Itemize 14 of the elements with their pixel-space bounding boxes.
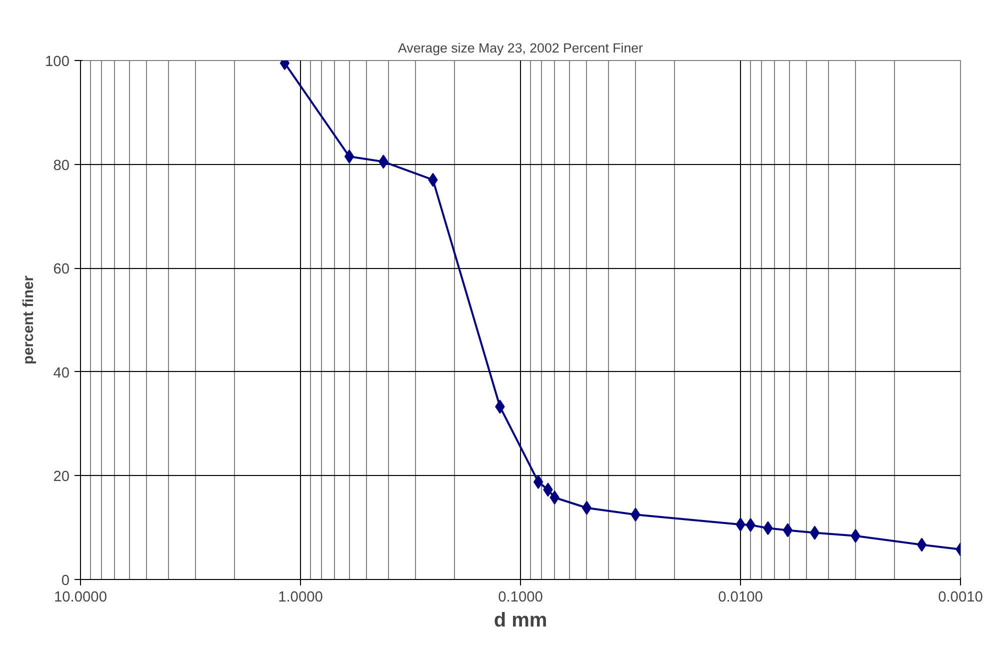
x-tick-label: 1.0000 — [278, 590, 323, 606]
y-axis-title: percent finer — [21, 275, 38, 364]
y-tick-label: 40 — [53, 365, 70, 382]
x-tick-label: 0.0100 — [718, 590, 763, 606]
x-tick-label: 10.0000 — [54, 590, 107, 606]
chart-title: Average size May 23, 2002 Percent Finer — [398, 40, 644, 56]
x-axis-title: d mm — [494, 610, 548, 632]
y-tick-label: 0 — [61, 573, 70, 589]
x-tick-label: 0.0010 — [938, 590, 983, 606]
x-tick-label: 0.1000 — [498, 590, 543, 606]
y-tick-label: 60 — [53, 262, 70, 278]
y-tick-label: 100 — [45, 54, 70, 70]
y-tick-label: 80 — [53, 158, 70, 174]
y-tick-label: 20 — [53, 469, 70, 486]
